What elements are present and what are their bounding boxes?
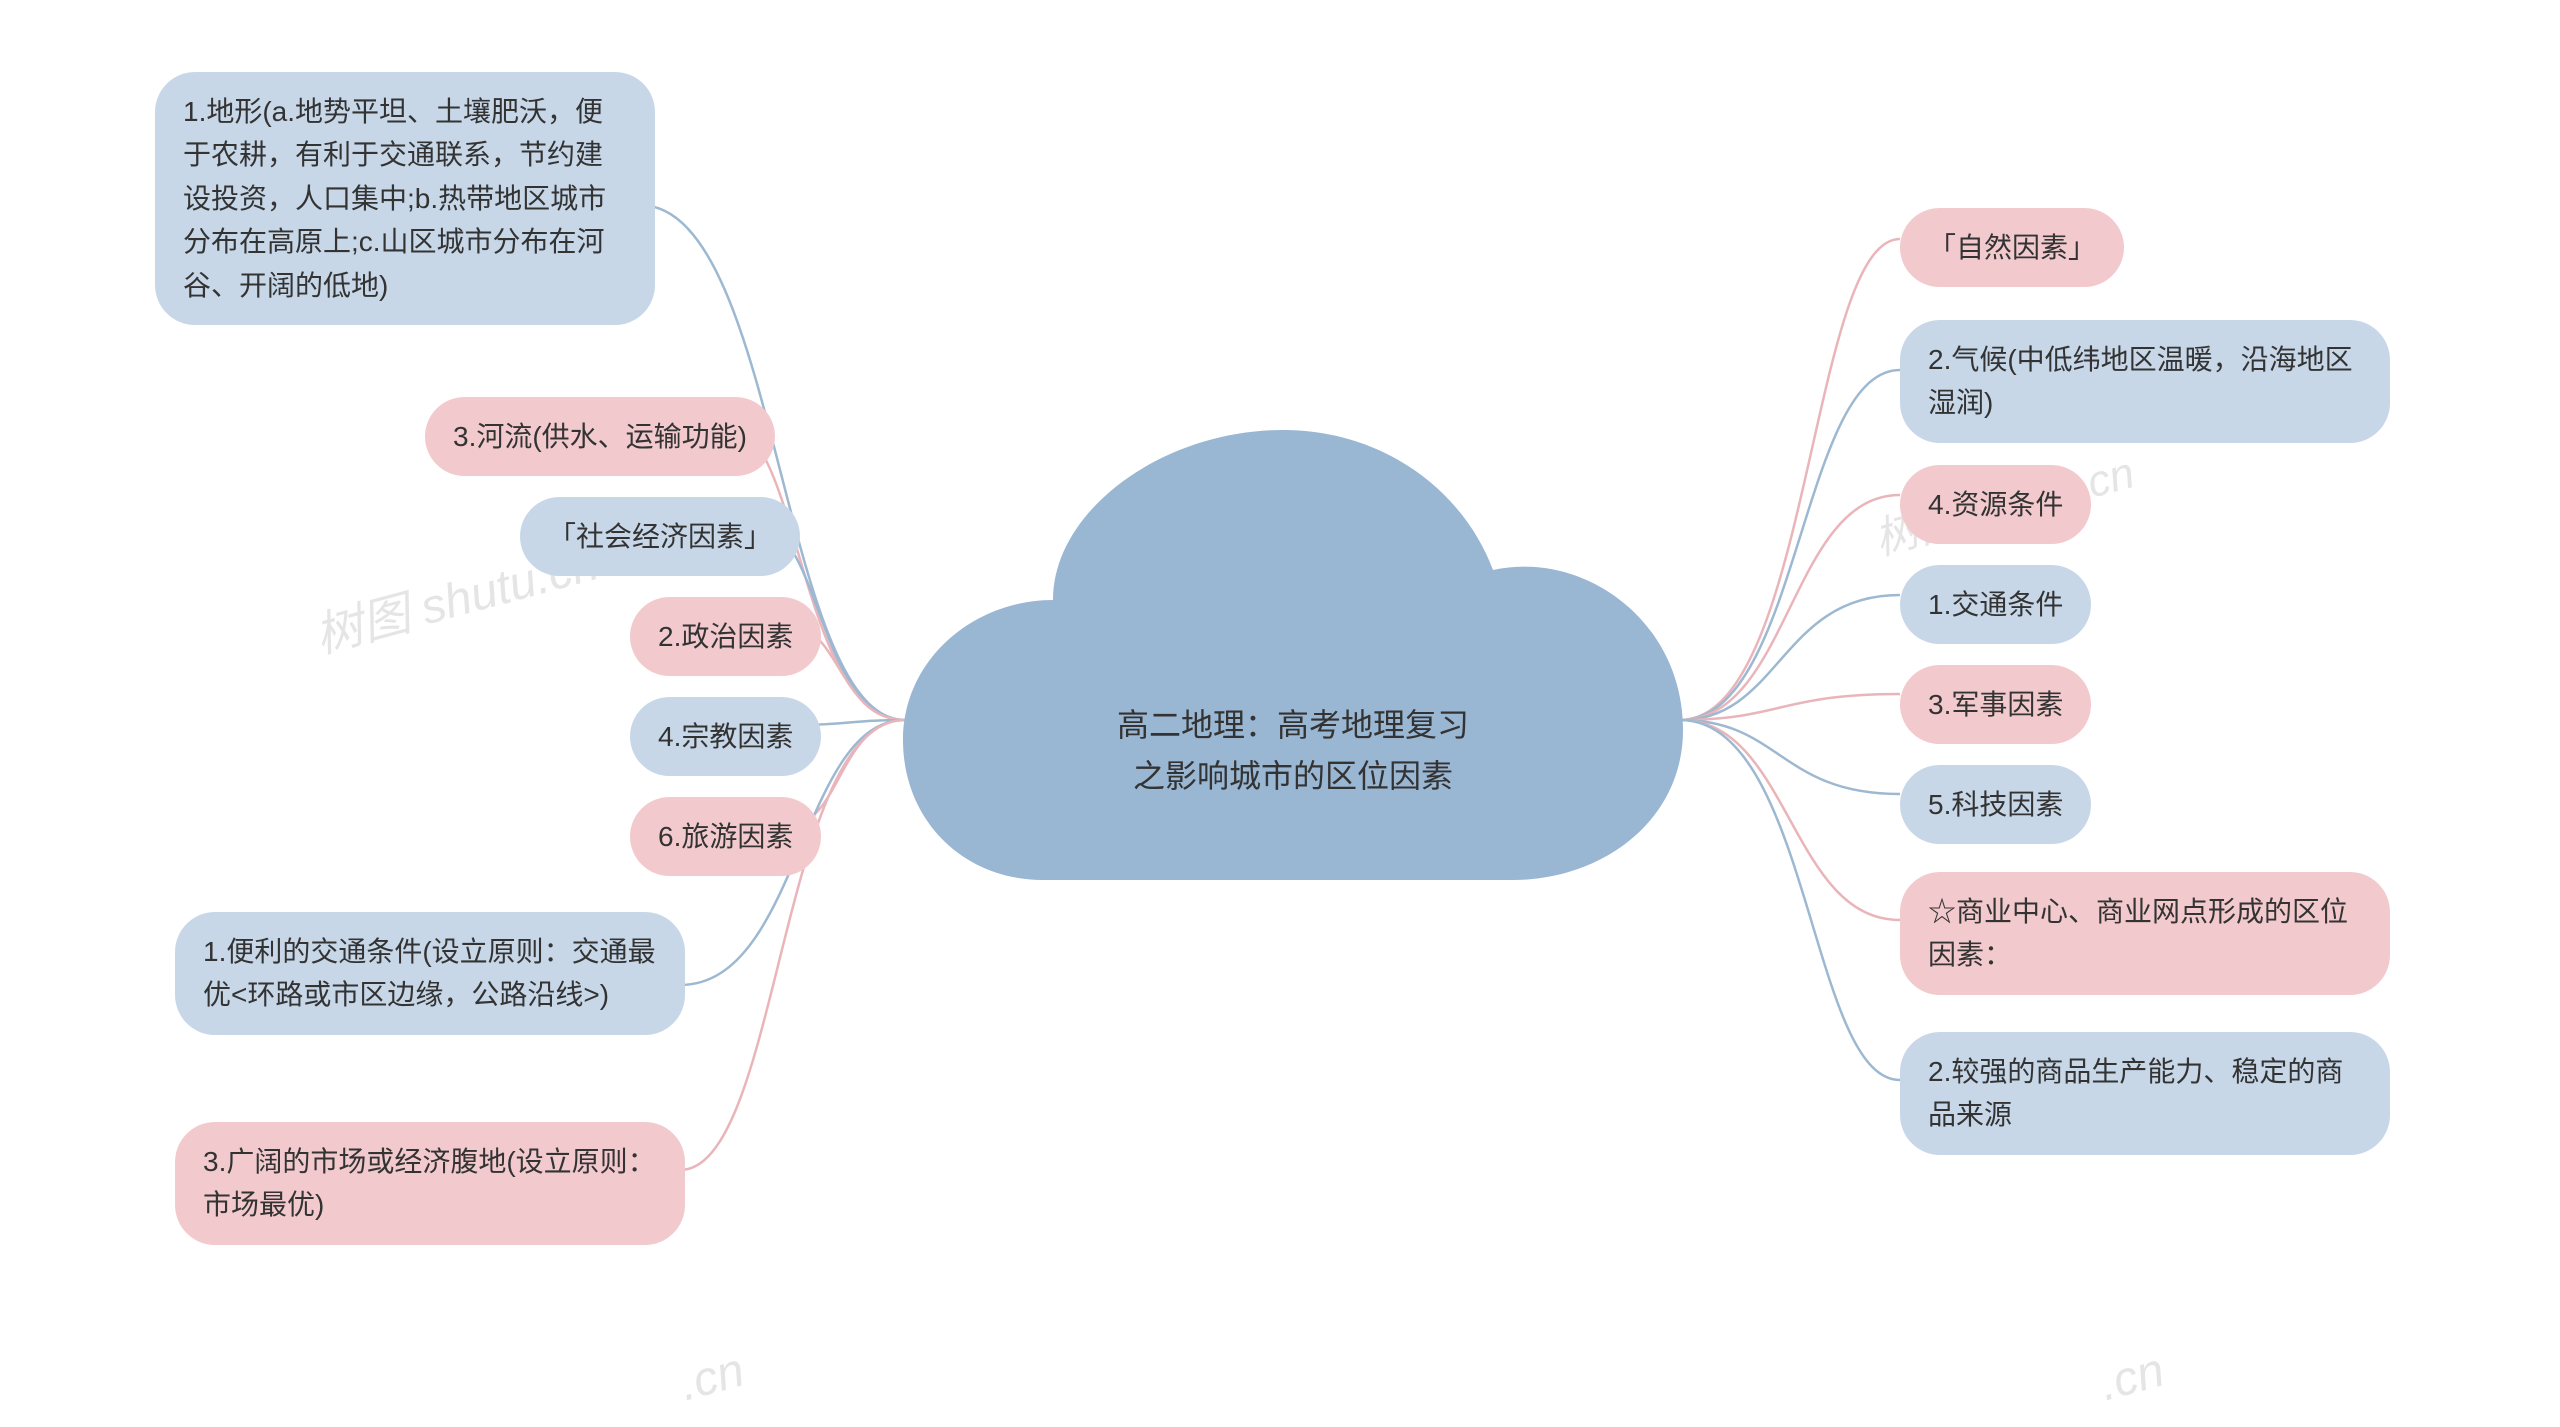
node-transport: 1.交通条件: [1900, 565, 2091, 644]
node-goods-production: 2.较强的商品生产能力、稳定的商品来源: [1900, 1032, 2390, 1155]
center-cloud: 高二地理：高考地理复习 之影响城市的区位因素: [903, 400, 1683, 920]
node-religion: 4.宗教因素: [630, 697, 821, 776]
node-terrain: 1.地形(a.地势平坦、土壤肥沃，便于农耕，有利于交通联系，节约建设投资，人口集…: [155, 72, 655, 325]
node-market: 3.广阔的市场或经济腹地(设立原则：市场最优): [175, 1122, 685, 1245]
center-title: 高二地理：高考地理复习 之影响城市的区位因素: [903, 700, 1683, 802]
node-social-economic: 「社会经济因素」: [520, 497, 800, 576]
watermark: .cn: [674, 1343, 750, 1413]
node-tourism: 6.旅游因素: [630, 797, 821, 876]
node-military: 3.军事因素: [1900, 665, 2091, 744]
node-commercial-center: ☆商业中心、商业网点形成的区位因素：: [1900, 872, 2390, 995]
center-line1: 高二地理：高考地理复习: [903, 700, 1683, 751]
watermark: .cn: [2094, 1343, 2170, 1413]
center-line2: 之影响城市的区位因素: [903, 751, 1683, 802]
node-river: 3.河流(供水、运输功能): [425, 397, 775, 476]
node-natural-factors: 「自然因素」: [1900, 208, 2124, 287]
node-political: 2.政治因素: [630, 597, 821, 676]
cloud-shape: [903, 400, 1683, 940]
node-transport-principle: 1.便利的交通条件(设立原则：交通最优<环路或市区边缘，公路沿线>): [175, 912, 685, 1035]
node-resources: 4.资源条件: [1900, 465, 2091, 544]
node-climate: 2.气候(中低纬地区温暖，沿海地区湿润): [1900, 320, 2390, 443]
node-technology: 5.科技因素: [1900, 765, 2091, 844]
